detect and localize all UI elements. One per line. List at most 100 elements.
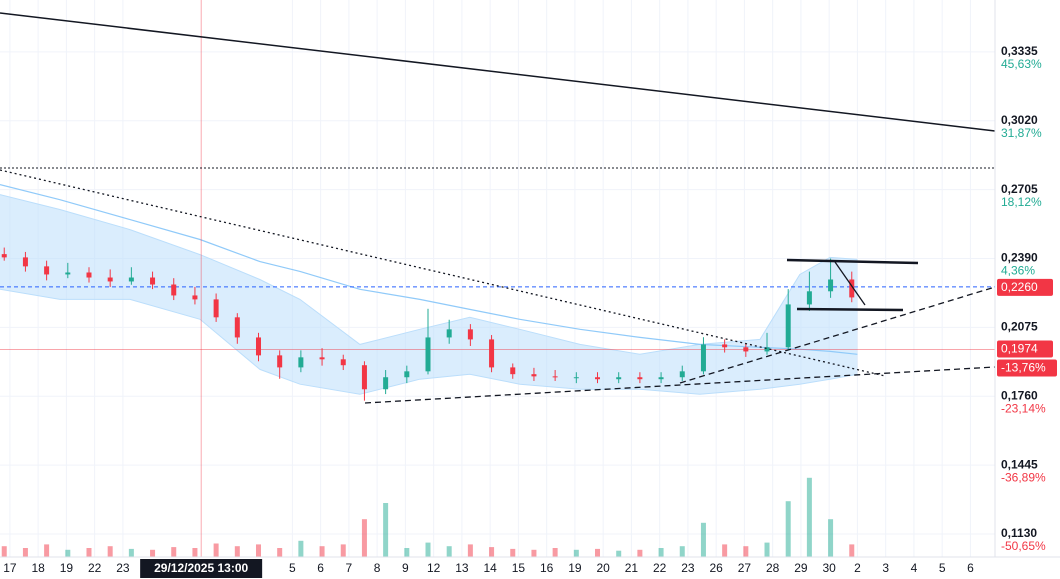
candle-body <box>86 272 92 278</box>
y-tick-label: 0,3335 <box>1001 44 1038 58</box>
candle-body <box>44 266 50 275</box>
candle-body <box>171 284 177 296</box>
x-tick-label: 18 <box>31 561 45 575</box>
candle-body <box>340 359 346 366</box>
x-tick-label: 17 <box>3 561 17 575</box>
drawings <box>0 12 996 404</box>
crosshair-x-box <box>140 559 263 578</box>
candle-body <box>319 357 325 360</box>
band-lower <box>0 288 858 395</box>
x-tick-label: 23 <box>116 561 130 575</box>
y-tick-percent: 4,36% <box>1001 264 1035 278</box>
volume-bar <box>128 548 134 557</box>
y-tick-label: 0,1760 <box>1001 388 1038 402</box>
flag-bottom <box>796 307 904 312</box>
candle-body <box>595 377 601 380</box>
candle-body <box>22 257 28 267</box>
candle-body <box>361 365 367 390</box>
x-tick-label: 2 <box>854 561 861 575</box>
y-tick-label: 0,1445 <box>1001 457 1038 471</box>
candle-body <box>277 355 283 368</box>
candle-body <box>489 339 495 368</box>
volume-bar <box>616 550 622 557</box>
volume-bar <box>446 546 452 557</box>
volume-bar <box>86 548 92 557</box>
band-upper <box>0 194 858 355</box>
volume-bar <box>849 544 855 557</box>
candle-body <box>828 279 834 292</box>
candle-body <box>213 299 219 318</box>
candle-body <box>467 329 473 340</box>
candle-body <box>764 347 770 352</box>
volume-bar <box>22 548 28 557</box>
candle-body <box>573 377 579 379</box>
volume-bar <box>192 548 198 557</box>
y-tick-percent: 45,63% <box>1001 57 1042 71</box>
volume-bar <box>806 477 812 557</box>
x-tick-label: 30 <box>822 561 836 575</box>
volume-bar <box>785 501 791 557</box>
x-tick-label: 29 <box>794 561 808 575</box>
volume-bar <box>44 544 50 557</box>
y-tick-percent: 31,87% <box>1001 126 1042 140</box>
candle-body <box>616 377 622 380</box>
volume-bar <box>552 548 558 557</box>
candle-body <box>849 279 855 298</box>
x-tick-label: 28 <box>766 561 780 575</box>
x-tick-label: 27 <box>738 561 752 575</box>
candle-body <box>510 367 516 375</box>
volume-bar <box>1 546 7 557</box>
volume-bar <box>828 519 834 557</box>
y-tick-percent: -50,65% <box>1001 539 1046 553</box>
flag-top <box>786 258 919 265</box>
volume-bar <box>319 546 325 557</box>
volume-bar <box>404 548 410 557</box>
basis-line <box>0 184 858 355</box>
x-tick-label: 5 <box>289 561 296 575</box>
trend-line <box>364 366 996 404</box>
candle-body <box>128 277 134 282</box>
volume-bar <box>743 546 749 557</box>
x-tick-label: 19 <box>568 561 582 575</box>
crosshair-y-box <box>997 340 1053 358</box>
candle-body <box>700 344 706 372</box>
x-tick-label: 21 <box>625 561 639 575</box>
x-tick-label: 4 <box>911 561 918 575</box>
candle-body <box>446 329 452 338</box>
last-price-label: 0,2260 <box>1001 280 1038 294</box>
x-tick-label: 13 <box>455 561 469 575</box>
volume-bar <box>65 549 71 557</box>
volume-bar <box>234 546 240 557</box>
volume-bar <box>531 549 537 557</box>
trend-line <box>0 169 886 377</box>
flag-diagonal <box>834 261 866 306</box>
x-tick-label: 6 <box>967 561 974 575</box>
candle-body <box>722 344 728 348</box>
x-tick-label: 14 <box>483 561 497 575</box>
x-tick-label: 22 <box>88 561 102 575</box>
x-tick-label: 6 <box>317 561 324 575</box>
x-tick-label: 12 <box>427 561 441 575</box>
volume-bar <box>213 543 219 557</box>
volume-bar <box>255 544 261 557</box>
crosshair-pct-box <box>997 359 1057 377</box>
volume-bar <box>383 503 389 557</box>
y-tick-label: 0,2390 <box>1001 251 1038 265</box>
volume-bar <box>298 540 304 557</box>
crosshair-x-label: 29/12/2025 13:00 <box>154 561 248 575</box>
y-tick-percent: -36,89% <box>1001 470 1046 484</box>
crosshair-y-label: 0,1974 <box>1001 342 1038 356</box>
candle-body <box>743 347 749 352</box>
volume-bar <box>573 549 579 557</box>
volume-bar <box>340 544 346 557</box>
candle-body <box>531 374 537 377</box>
volume-bar <box>658 548 664 557</box>
volume-bar <box>510 548 516 557</box>
candle-body <box>192 295 198 300</box>
volume-bar <box>425 542 431 557</box>
y-tick-percent: 18,12% <box>1001 195 1042 209</box>
volume-bar <box>277 548 283 557</box>
x-tick-label: 20 <box>596 561 610 575</box>
y-tick-label: 0,2705 <box>1001 182 1038 196</box>
candle-body <box>404 371 410 378</box>
